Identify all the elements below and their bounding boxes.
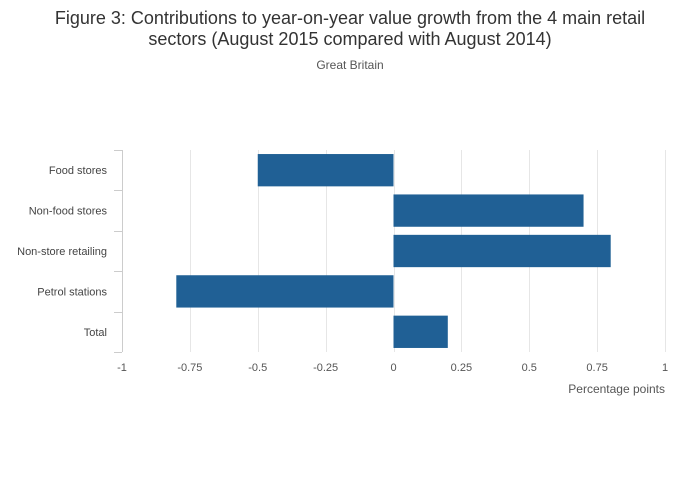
bars <box>176 154 611 348</box>
x-tick-label: 0.5 <box>522 362 537 374</box>
y-axis <box>114 150 123 353</box>
chart-title-line1: Figure 3: Contributions to year-on-year … <box>55 8 645 28</box>
category-labels: Food stores Non-food stores Non-store reta… <box>17 165 107 339</box>
bar-non-store-retailing <box>393 234 611 268</box>
x-tick-label: -0.5 <box>248 362 267 374</box>
x-tick-label: 0 <box>390 362 396 374</box>
bar-non-food-stores <box>393 194 584 227</box>
category-label: Total <box>84 327 107 339</box>
bar-total <box>393 315 448 348</box>
x-tick-label: 1 <box>662 362 668 374</box>
x-tick-labels: -1 -0.75 -0.5 -0.25 0 0.25 0.5 0.75 1 <box>117 362 668 374</box>
category-label: Food stores <box>49 165 108 177</box>
bar-petrol-stations <box>176 275 394 308</box>
chart-subtitle: Great Britain <box>316 58 383 72</box>
x-tick-label: 0.25 <box>451 362 472 374</box>
x-tick-label: -0.75 <box>177 362 202 374</box>
bar-food-stores <box>257 154 394 187</box>
category-label: Non-store retailing <box>17 246 107 258</box>
x-tick-label: -0.25 <box>313 362 338 374</box>
category-label: Non-food stores <box>29 206 108 218</box>
x-tick-label: 0.75 <box>586 362 607 374</box>
x-axis-label: Percentage points <box>568 382 665 396</box>
category-label: Petrol stations <box>37 286 107 298</box>
chart-title-line2: sectors (August 2015 compared with Augus… <box>148 29 551 49</box>
x-tick-label: -1 <box>117 362 127 374</box>
